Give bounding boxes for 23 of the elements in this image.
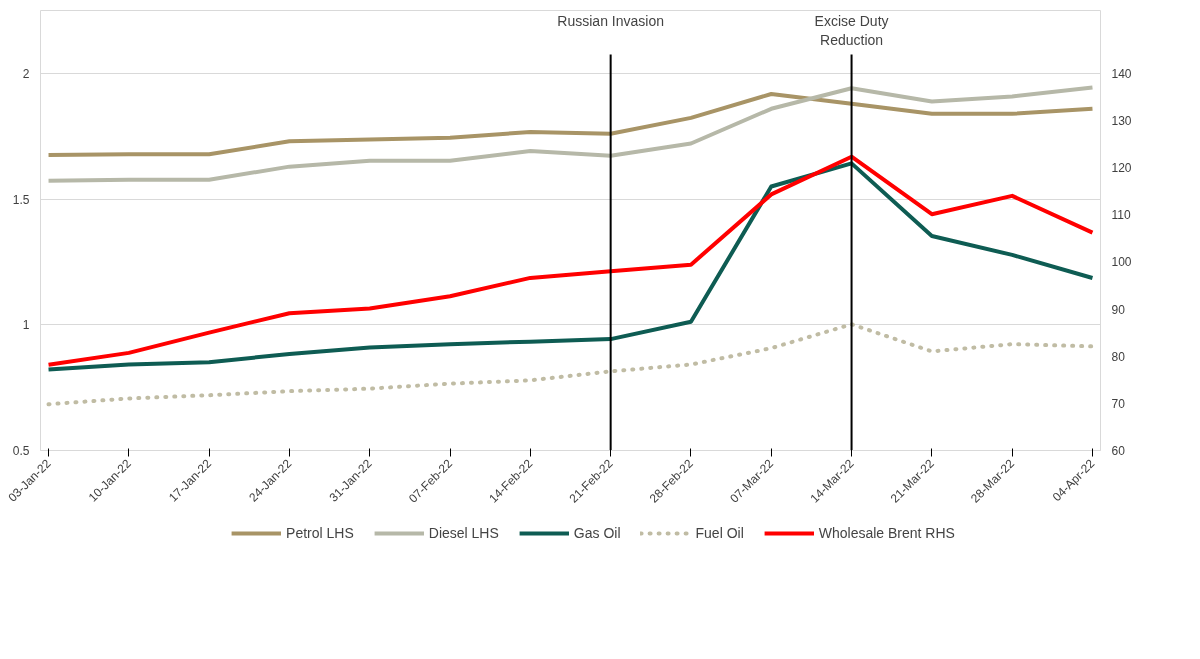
y2-tick-label: 100	[1111, 255, 1132, 270]
y-tick-label: 0.5	[12, 444, 30, 458]
y2-tick-label: 80	[1111, 349, 1126, 364]
y2-tick-label: 120	[1111, 161, 1132, 176]
y2-tick-label: 90	[1111, 302, 1126, 317]
line-series	[46, 91, 1095, 158]
legend-label: Wholesale Brent RHS	[818, 525, 955, 541]
y2-tick-label: 130	[1111, 113, 1132, 128]
ref-line-label: Excise Duty Reduction	[814, 12, 889, 48]
line-series	[46, 85, 1095, 183]
y-tick-label: 1	[22, 318, 30, 333]
y2-tick-label: 70	[1111, 396, 1126, 411]
y2-tick-label: 110	[1111, 208, 1131, 223]
legend-label: Gas Oil	[573, 525, 621, 541]
legend-label: Diesel LHS	[428, 525, 499, 541]
y-tick-label: 1.5	[12, 192, 30, 207]
line-series	[46, 322, 1095, 407]
y-tick-label: 2	[22, 66, 30, 81]
legend-label: Petrol LHS	[286, 525, 354, 541]
y2-tick-label: 140	[1111, 66, 1132, 81]
legend-label: Fuel Oil	[695, 525, 744, 541]
ref-line-label: Russian Invasion	[557, 12, 664, 29]
y2-tick-label: 60	[1111, 444, 1126, 458]
